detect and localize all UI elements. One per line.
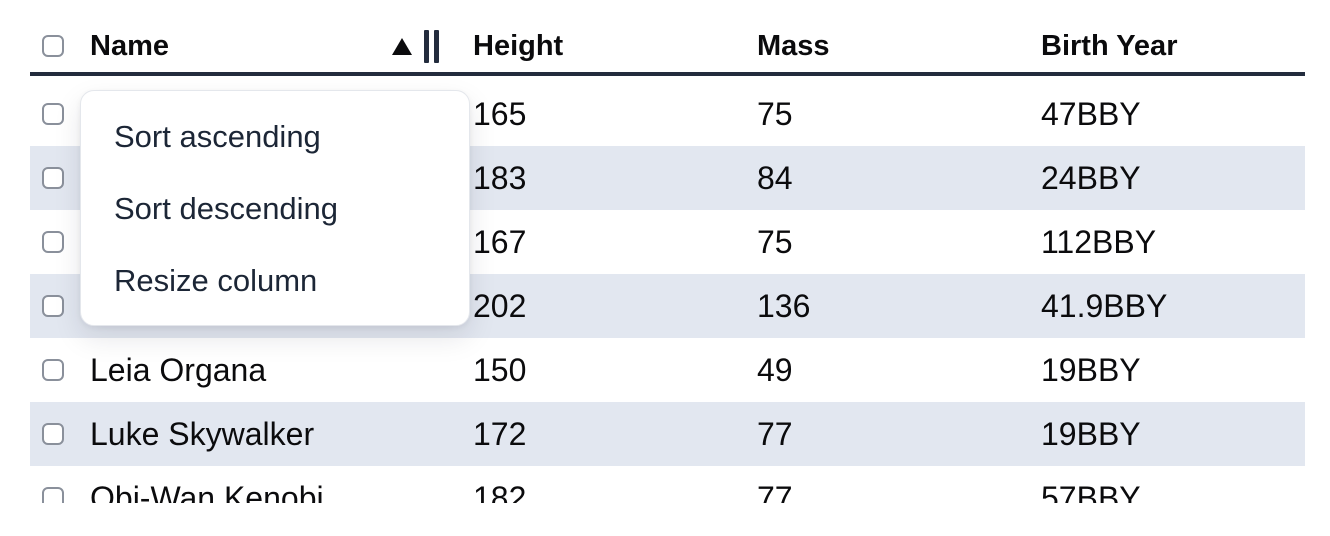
row-checkbox[interactable]	[42, 487, 64, 503]
row-checkbox[interactable]	[42, 167, 64, 189]
row-select-cell	[30, 167, 78, 189]
birth-year-cell: 47BBY	[1041, 95, 1141, 132]
row-checkbox[interactable]	[42, 423, 64, 445]
birth-year-cell: 41.9BBY	[1041, 287, 1168, 324]
name-cell: Obi-Wan Kenobi	[90, 479, 324, 504]
mass-cell: 77	[757, 415, 793, 452]
height-cell: 165	[473, 95, 527, 132]
sort-ascending-icon	[392, 37, 412, 55]
mass-cell: 136	[757, 287, 811, 324]
mass-cell: 75	[757, 223, 793, 260]
name-cell: Leia Organa	[90, 351, 267, 388]
row-checkbox[interactable]	[42, 359, 64, 381]
row-select-cell	[30, 295, 78, 317]
menu-item-sort-ascending[interactable]: Sort ascending	[114, 119, 321, 154]
mass-cell: 84	[757, 159, 793, 196]
column-header-name[interactable]: Name	[78, 29, 461, 63]
name-cell: Luke Skywalker	[90, 415, 315, 452]
height-cell: 202	[473, 287, 527, 324]
table-row: Luke Skywalker 172 77 19BBY	[30, 402, 1305, 466]
row-checkbox[interactable]	[42, 231, 64, 253]
mass-cell: 77	[757, 479, 793, 504]
column-context-menu: Sort ascending Sort descending Resize co…	[80, 90, 470, 326]
height-cell: 172	[473, 415, 527, 452]
birth-year-cell: 24BBY	[1041, 159, 1141, 196]
mass-cell: 49	[757, 351, 793, 388]
birth-year-cell: 19BBY	[1041, 351, 1141, 388]
row-select-cell	[30, 423, 78, 445]
height-cell: 150	[473, 351, 527, 388]
row-select-cell	[30, 231, 78, 253]
select-all-checkbox[interactable]	[42, 35, 64, 57]
column-header-name-label[interactable]: Name	[90, 29, 169, 62]
row-checkbox[interactable]	[42, 295, 64, 317]
menu-item-resize-column[interactable]: Resize column	[114, 263, 318, 298]
table-row: Leia Organa 150 49 19BBY	[30, 338, 1305, 402]
mass-cell: 75	[757, 95, 793, 132]
table-header-row: Name Height Mass Birth Year	[30, 20, 1305, 76]
row-select-cell	[30, 359, 78, 381]
table-row: 165 75 47BBY	[30, 82, 1305, 146]
birth-year-cell: 112BBY	[1041, 223, 1157, 260]
table-row: 167 75 112BBY	[30, 210, 1305, 274]
height-cell: 182	[473, 479, 527, 504]
height-cell: 167	[473, 223, 527, 260]
column-resize-handle[interactable]	[424, 29, 439, 63]
column-header-birth-year[interactable]: Birth Year	[1041, 29, 1178, 62]
row-checkbox[interactable]	[42, 103, 64, 125]
birth-year-cell: 19BBY	[1041, 415, 1141, 452]
column-header-height[interactable]: Height	[473, 29, 564, 62]
column-header-mass[interactable]: Mass	[757, 29, 830, 62]
select-all-cell	[30, 35, 78, 57]
table-row: Obi-Wan Kenobi 182 77 57BBY	[30, 466, 1305, 503]
row-select-cell	[30, 103, 78, 125]
height-cell: 183	[473, 159, 527, 196]
menu-item-sort-descending[interactable]: Sort descending	[114, 191, 339, 226]
birth-year-cell: 57BBY	[1041, 479, 1141, 504]
row-select-cell	[30, 487, 78, 503]
